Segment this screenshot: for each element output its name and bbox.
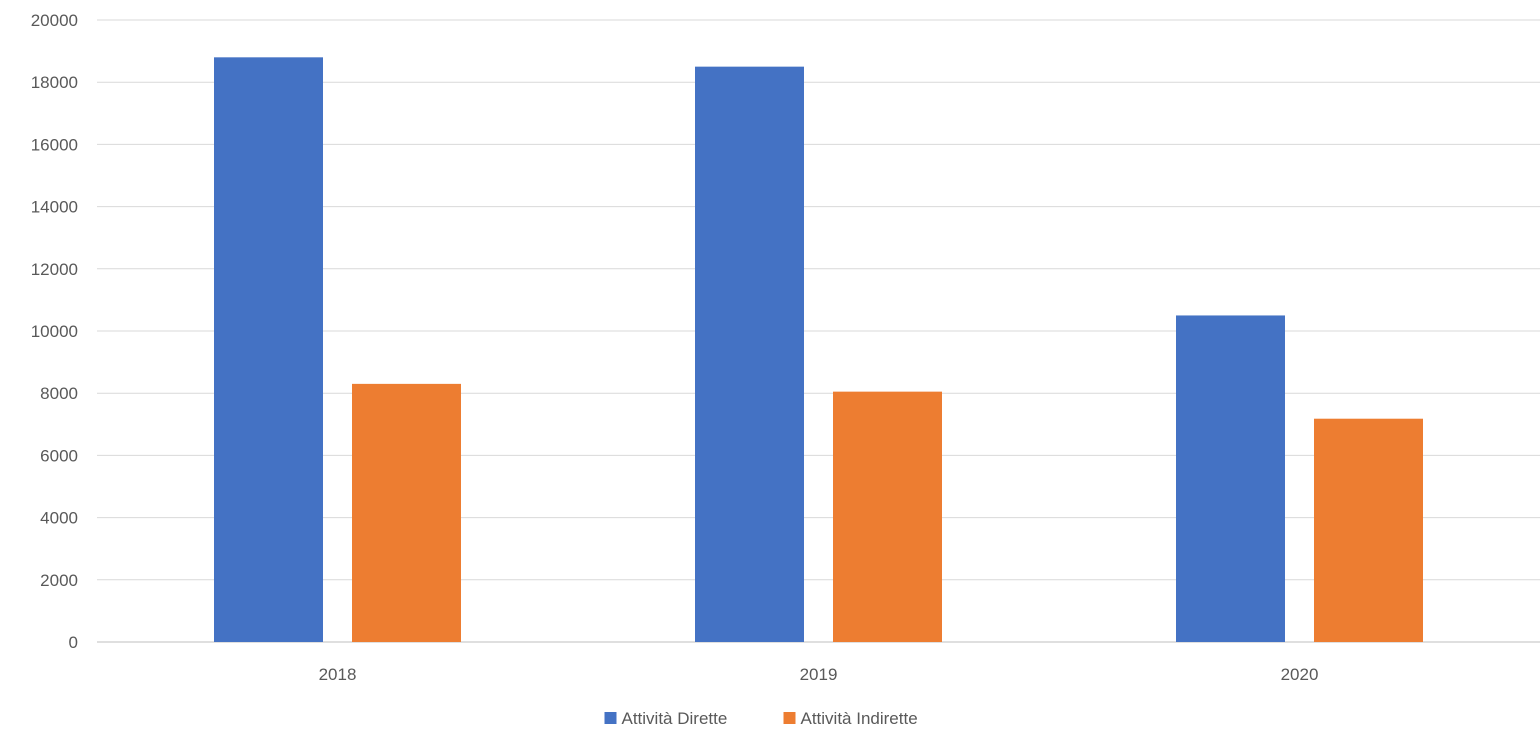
x-tick-label: 2019 — [800, 665, 838, 684]
bar — [695, 66, 804, 642]
legend-swatch — [604, 712, 617, 724]
y-tick-label: 14000 — [31, 198, 78, 217]
bar — [1176, 315, 1285, 642]
bar — [1314, 418, 1423, 642]
legend-item: Attività Dirette — [604, 709, 728, 728]
bar — [352, 383, 461, 642]
x-tick-label: 2020 — [1281, 665, 1319, 684]
x-axis: 2018 2019 2020 — [319, 665, 1319, 684]
y-tick-label: 6000 — [40, 446, 78, 465]
legend-item: Attività Indirette — [783, 709, 918, 728]
bar — [833, 391, 942, 642]
y-tick-label: 12000 — [31, 260, 78, 279]
gridlines — [97, 19, 1540, 643]
legend-label: Attività Dirette — [622, 709, 728, 728]
bars — [214, 57, 1423, 642]
legend-label: Attività Indirette — [801, 709, 918, 728]
y-axis: 0 2000 4000 6000 8000 10000 12000 14000 16000 180… — [31, 11, 78, 652]
y-tick-label: 16000 — [31, 135, 78, 154]
y-tick-label: 8000 — [40, 384, 78, 403]
legend: Attività Dirette Attività Indirette — [604, 709, 918, 728]
y-tick-label: 20000 — [31, 11, 78, 30]
y-tick-label: 10000 — [31, 322, 78, 341]
x-tick-label: 2018 — [319, 665, 357, 684]
y-tick-label: 4000 — [40, 509, 78, 528]
bar — [214, 57, 323, 642]
legend-swatch — [783, 712, 796, 724]
y-tick-label: 0 — [69, 633, 78, 652]
y-tick-label: 18000 — [31, 73, 78, 92]
y-tick-label: 2000 — [40, 571, 78, 590]
